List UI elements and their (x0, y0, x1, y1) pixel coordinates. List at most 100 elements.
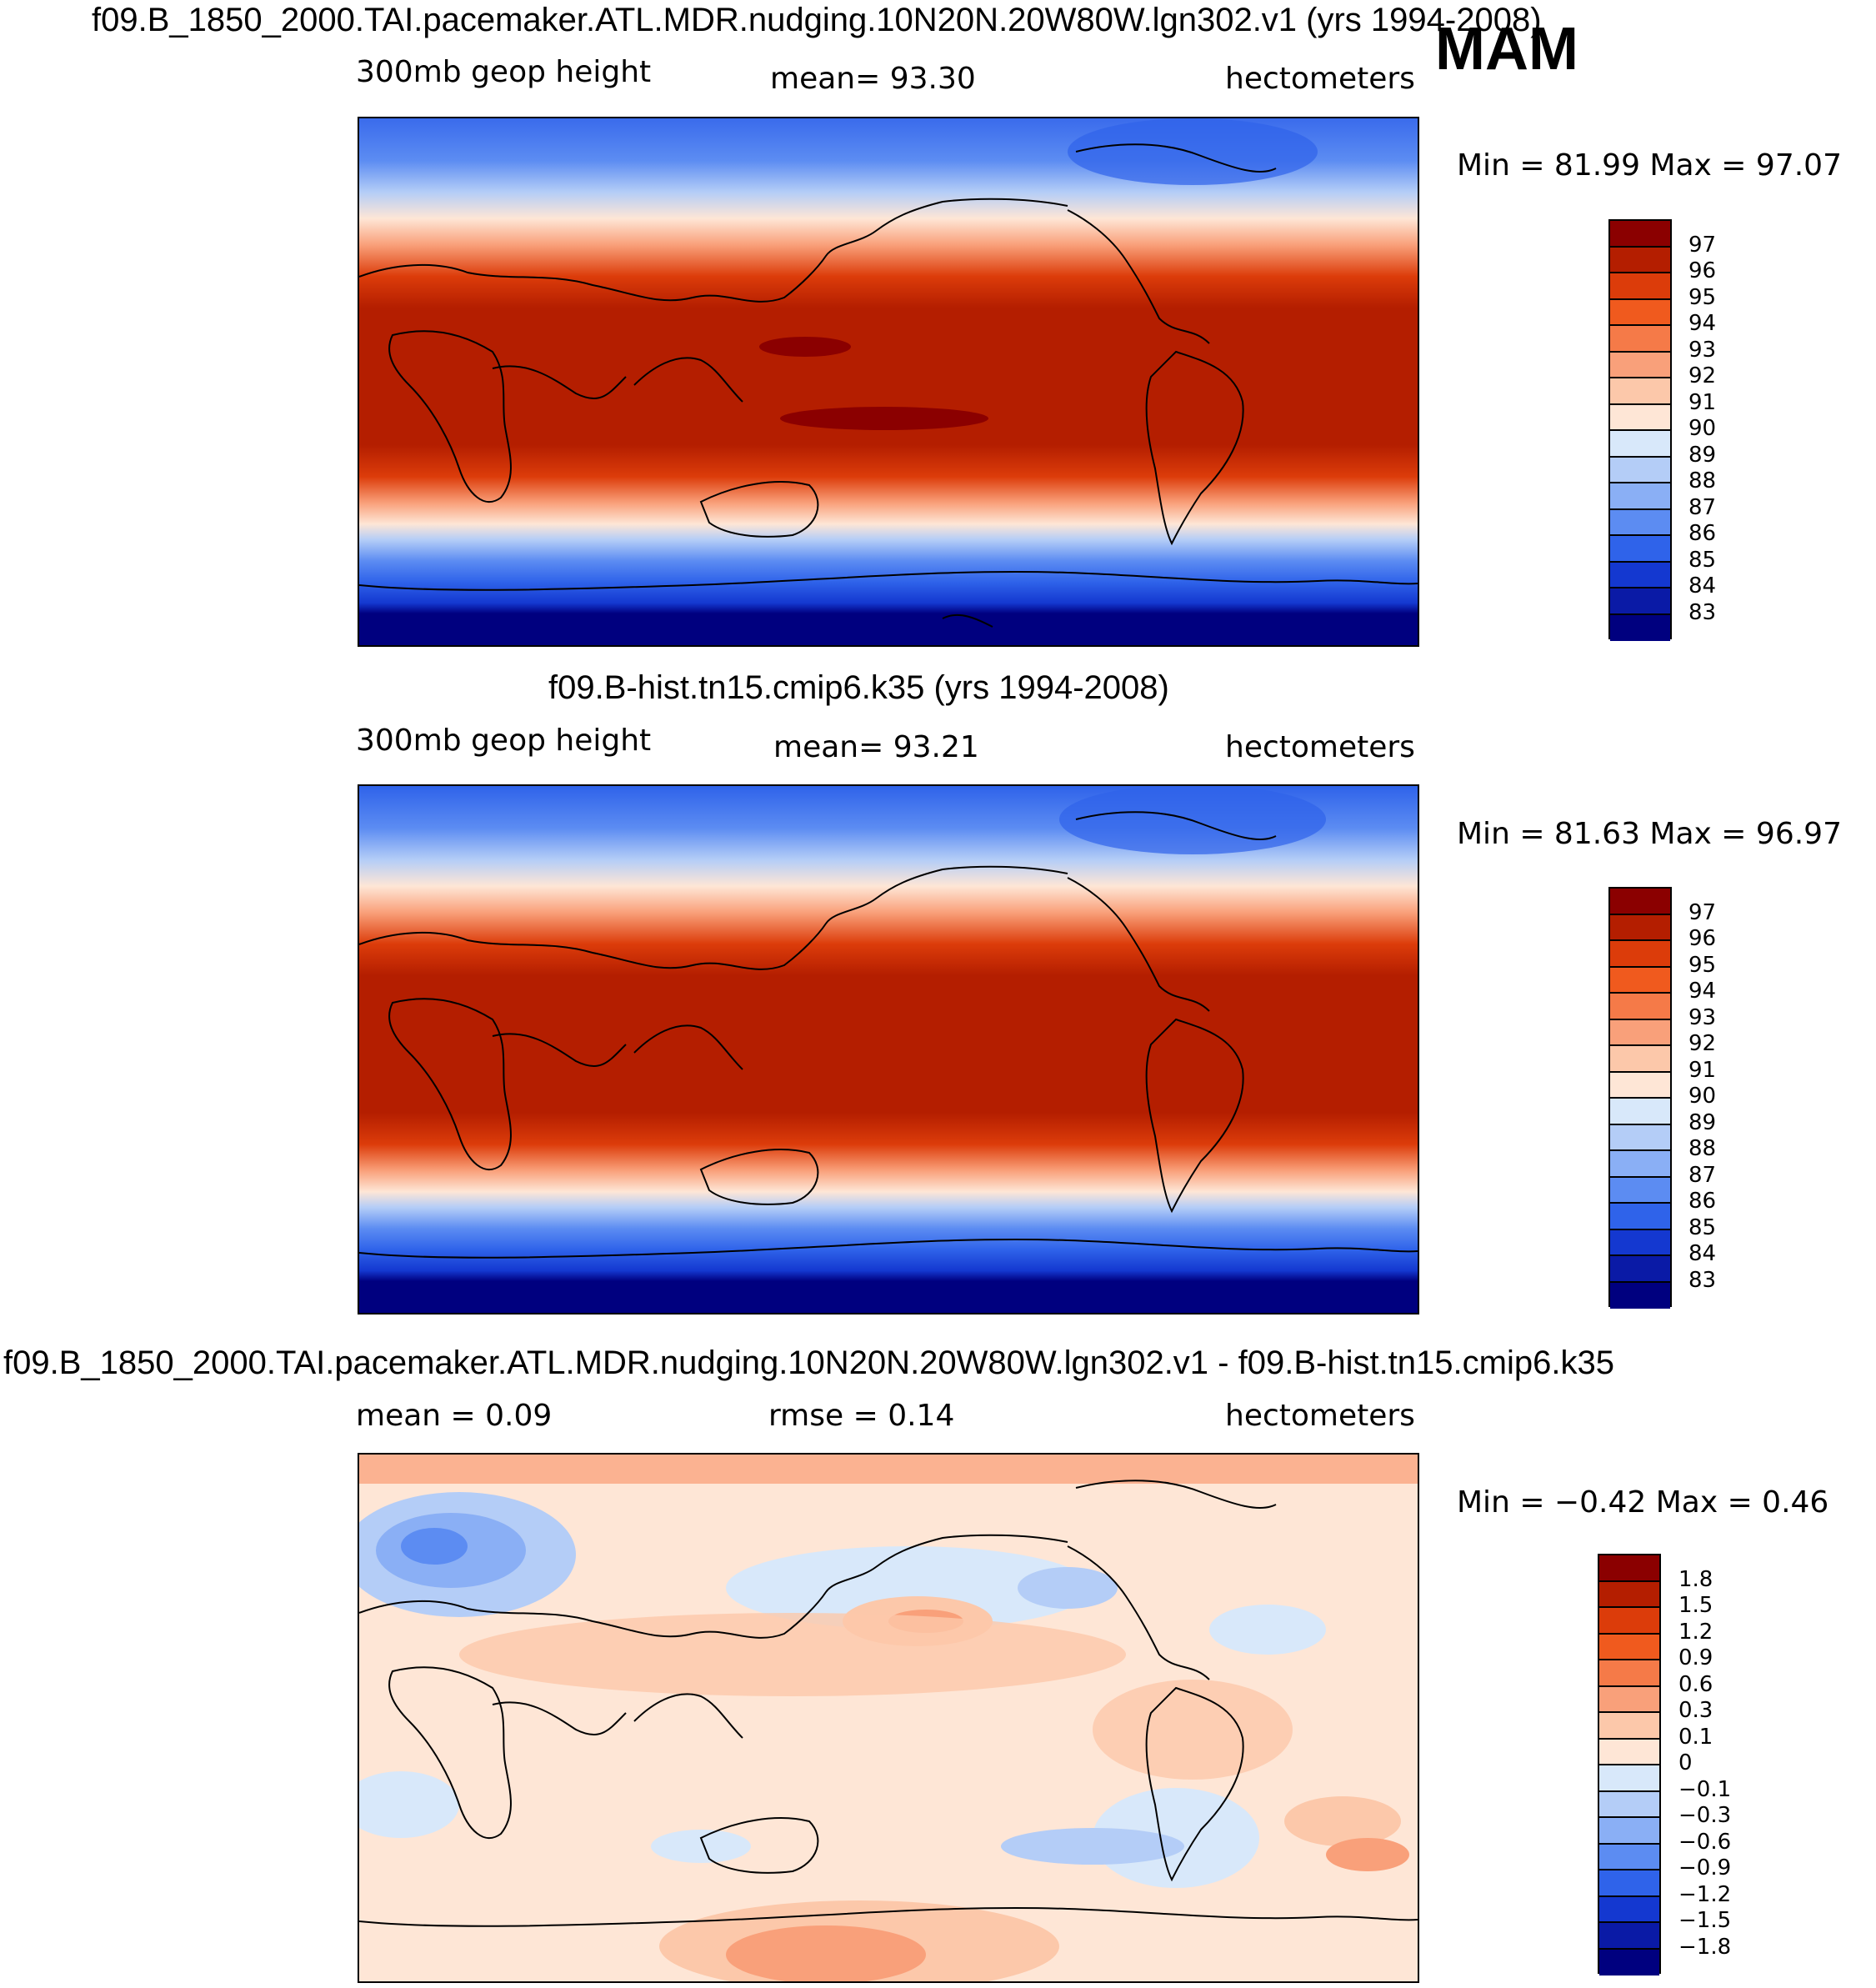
panel2-colorbar-swatch (1610, 1124, 1670, 1151)
panel1-tick: 93 (1688, 338, 1717, 363)
panel1-colorbar-swatch (1610, 562, 1670, 588)
panel2-colorbar-swatch (1610, 994, 1670, 1020)
panel2-tick: 95 (1688, 953, 1717, 978)
panel1-colorbar-swatch (1610, 378, 1670, 405)
panel3-tick: −1.5 (1678, 1908, 1732, 1933)
panel2-tick: 92 (1688, 1031, 1717, 1056)
panel1-variable-label: 300mb geop height (356, 55, 652, 89)
panel1-colorbar-swatch (1610, 404, 1670, 431)
panel2-tick: 86 (1688, 1189, 1717, 1214)
panel2-colorbar-swatch (1610, 1229, 1670, 1256)
panel3-colorbar-swatch (1599, 1739, 1659, 1765)
panel1-tick: 94 (1688, 311, 1717, 336)
panel3-colorbar-swatch (1599, 1844, 1659, 1870)
panel1-tick: 96 (1688, 258, 1717, 283)
panel3-map-svg (359, 1455, 1418, 1981)
panel1-colorbar-swatch (1610, 431, 1670, 458)
panel3-mean-label: mean = 0.09 (356, 1399, 553, 1433)
panel3-colorbar-swatch (1599, 1608, 1659, 1635)
panel1-colorbar-swatch (1610, 221, 1670, 248)
panel3-tick: 1.8 (1678, 1567, 1713, 1592)
panel2-variable-label: 300mb geop height (356, 724, 652, 758)
panel1-mean-label: mean= 93.30 (770, 62, 976, 96)
panel3-colorbar-swatch (1599, 1634, 1659, 1660)
panel3-tropical-warm (459, 1613, 1126, 1696)
panel2-tick: 93 (1688, 1005, 1717, 1030)
panel3-brazil-warm (1093, 1680, 1293, 1780)
panel3-atlantic-cool-center (401, 1528, 468, 1565)
panel2-colorbar-swatch (1610, 1177, 1670, 1204)
panel3-units-label: hectometers (1225, 1399, 1415, 1433)
panel3-coastlines (359, 1480, 1418, 1927)
panel1-colorbar-swatch (1610, 299, 1670, 326)
panel1-warm-pool-north (759, 337, 851, 357)
panel2-tick: 89 (1688, 1110, 1717, 1135)
panel3-south-atlantic-warm-core (1326, 1838, 1409, 1871)
panel3-colorbar-swatch (1599, 1765, 1659, 1792)
panel3-colorbar-swatch (1599, 1713, 1659, 1740)
season-label: MAM (1435, 16, 1578, 83)
panel2-colorbar-swatch (1610, 1151, 1670, 1178)
panel3-tick: −0.3 (1678, 1803, 1732, 1828)
panel2-colorbar-swatch (1610, 1204, 1670, 1230)
panel2-colorbar-swatch (1610, 1046, 1670, 1073)
panel2-units-label: hectometers (1225, 730, 1415, 764)
panel2-field (359, 786, 1418, 1313)
panel1-warm-pool-south (780, 407, 988, 430)
panel1-arctic-low (1068, 118, 1318, 185)
panel2-tick: 84 (1688, 1241, 1717, 1266)
panel2-tick: 94 (1688, 979, 1717, 1004)
panel3-atlantic-cool-east (1209, 1605, 1326, 1655)
panel1-units-label: hectometers (1225, 62, 1415, 96)
panel1-tick: 87 (1688, 495, 1717, 520)
panel1-colorbar-swatch (1610, 326, 1670, 353)
panel3-pacific-cool-core (1018, 1567, 1118, 1609)
panel1-colorbar-swatch (1610, 247, 1670, 273)
panel3-tick: 0.3 (1678, 1698, 1713, 1723)
panel3-minmax-label: Min = −0.42 Max = 0.46 (1457, 1485, 1829, 1520)
panel2-colorbar-swatch (1610, 1256, 1670, 1283)
panel3-tick: −1.2 (1678, 1882, 1732, 1907)
panel3-tick: −0.9 (1678, 1855, 1732, 1880)
panel3-tick: 0.6 (1678, 1672, 1713, 1697)
panel1-colorbar-swatch (1610, 614, 1670, 641)
panel3-pacific-cool (726, 1546, 1093, 1630)
panel1-tick: 95 (1688, 285, 1717, 310)
panel1-minmax-label: Min = 81.99 Max = 97.07 (1457, 148, 1842, 183)
panel1-tick: 92 (1688, 363, 1717, 388)
panel2-colorbar-swatch (1610, 1019, 1670, 1046)
panel1-colorbar (1608, 219, 1672, 641)
panel3-south-atlantic-cool (1093, 1788, 1259, 1888)
panel3-south-pacific-cool (1001, 1828, 1184, 1865)
panel1-field (359, 118, 1418, 645)
panel2-title: f09.B-hist.tn15.cmip6.k35 (yrs 1994-2008… (548, 669, 1169, 706)
panel3-tick: 1.5 (1678, 1593, 1713, 1618)
panel1-tick: 88 (1688, 468, 1717, 493)
panel3-tick: −0.1 (1678, 1777, 1732, 1802)
panel1-colorbar-swatch (1610, 352, 1670, 378)
panel2-colorbar-swatch (1610, 941, 1670, 968)
panel2-colorbar-swatch (1610, 914, 1670, 941)
panel3-colorbar-swatch (1599, 1923, 1659, 1950)
panel3-colorbar-swatch (1599, 1555, 1659, 1582)
panel2-colorbar-swatch (1610, 1099, 1670, 1125)
panel1-tick: 84 (1688, 573, 1717, 598)
panel2-map-svg (359, 786, 1418, 1313)
panel1-colorbar-swatch (1610, 536, 1670, 563)
panel1-coastlines (359, 143, 1418, 628)
panel2-tick: 90 (1688, 1084, 1717, 1109)
panel3-indian-cool (359, 1771, 459, 1838)
panel1-tick: 85 (1688, 548, 1717, 573)
panel1-tick: 91 (1688, 390, 1717, 415)
panel3-australia-cool (651, 1830, 751, 1863)
panel2-colorbar-swatch (1610, 889, 1670, 915)
panel3-colorbar-swatch (1599, 1870, 1659, 1897)
panel2-mean-label: mean= 93.21 (773, 730, 979, 764)
panel3-colorbar (1598, 1554, 1661, 1975)
panel3-tick: 0.1 (1678, 1725, 1713, 1750)
panel3-tick: −0.6 (1678, 1830, 1732, 1855)
panel2-tick: 87 (1688, 1163, 1717, 1188)
panel3-tick: 1.2 (1678, 1620, 1713, 1645)
panel2-tick: 91 (1688, 1058, 1717, 1083)
panel1-tick: 86 (1688, 521, 1717, 546)
